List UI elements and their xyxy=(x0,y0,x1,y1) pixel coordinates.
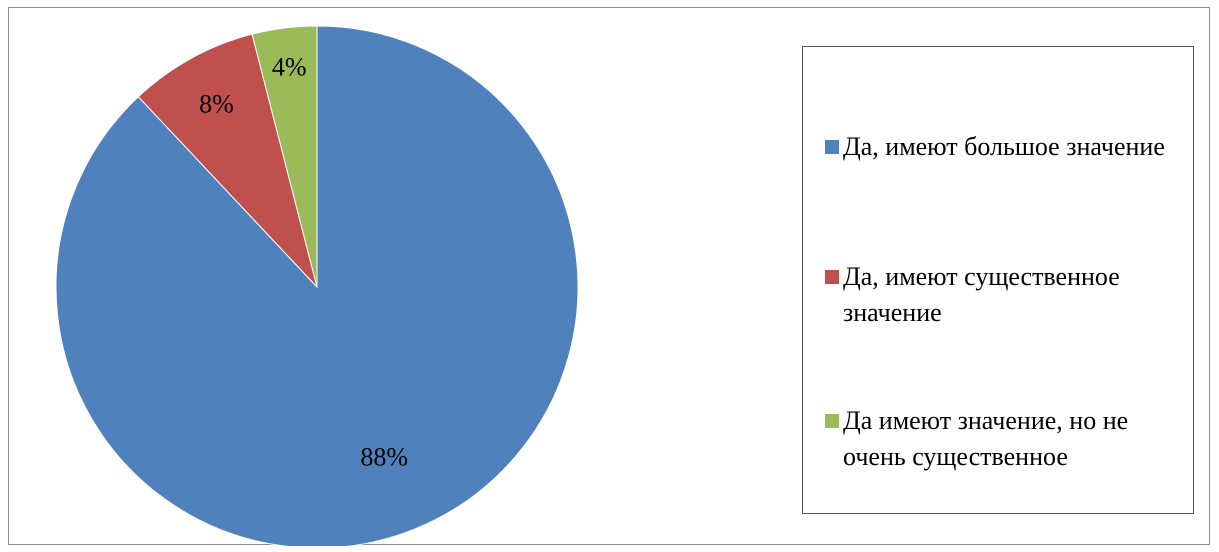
legend-label-3: Да имеют значение, но не очень существен… xyxy=(843,406,1129,471)
legend-swatch-2 xyxy=(825,270,839,284)
pie-slice-1 xyxy=(55,25,579,546)
data-label-3: 4% xyxy=(272,52,307,81)
pie-slice-2 xyxy=(137,33,318,288)
data-label-2: 8% xyxy=(199,90,234,119)
pie-chart: 88% 8% 4% xyxy=(55,25,579,546)
legend-entry-2: Да, имеют существенное значение xyxy=(825,259,1191,331)
legend-entry-3: Да имеют значение, но не очень существен… xyxy=(825,403,1191,475)
legend-label-1: Да, имеют большое значение xyxy=(843,132,1165,161)
legend-swatch-1 xyxy=(825,140,839,154)
chart-frame: 88% 8% 4% Да, имеют большое значение Да, и… xyxy=(8,7,1210,546)
pie-slice-3 xyxy=(251,25,318,288)
pie-slices xyxy=(55,25,579,546)
legend-swatch-3 xyxy=(825,414,839,428)
pie-data-labels: 88% 8% 4% xyxy=(199,52,408,471)
data-label-1: 88% xyxy=(360,442,408,471)
legend-label-2: Да, имеют существенное значение xyxy=(843,262,1120,327)
legend-entry-1: Да, имеют большое значение xyxy=(825,129,1191,165)
legend: Да, имеют большое значение Да, имеют сущ… xyxy=(802,46,1194,514)
